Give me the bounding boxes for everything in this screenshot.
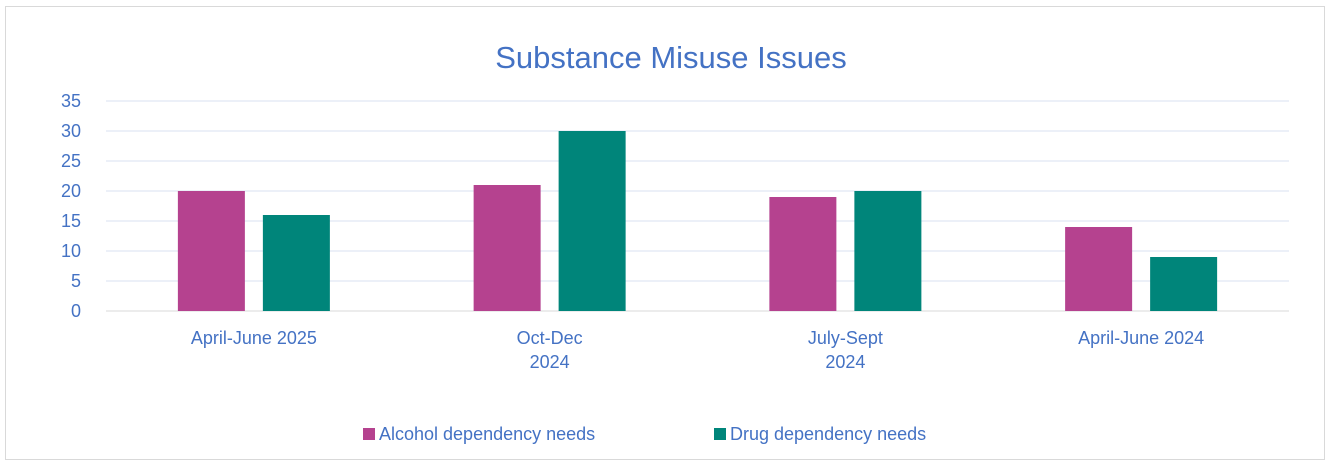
y-tick-label: 10 — [61, 241, 81, 261]
y-tick-label: 20 — [61, 181, 81, 201]
legend-item: Alcohol dependency needs — [363, 424, 595, 444]
bar-alcohol — [1065, 227, 1133, 311]
y-tick-label: 5 — [71, 271, 81, 291]
bars — [177, 131, 1218, 311]
y-tick-label: 0 — [71, 301, 81, 321]
x-category-label: July-Sept 2024 — [808, 328, 883, 372]
y-tick-label: 35 — [61, 91, 81, 111]
y-tick-label: 25 — [61, 151, 81, 171]
bar-alcohol — [177, 191, 245, 311]
x-category-label: April-June 2025 — [191, 328, 317, 348]
y-tick-label: 30 — [61, 121, 81, 141]
y-tick-label: 15 — [61, 211, 81, 231]
legend: Alcohol dependency needs Drug dependency … — [363, 424, 926, 444]
x-category-label: April-June 2024 — [1078, 328, 1204, 348]
bar-drug — [854, 191, 922, 311]
bar-drug — [558, 131, 626, 311]
legend-swatch — [714, 428, 726, 440]
legend-item: Drug dependency needs — [714, 424, 926, 444]
x-axis-categories: April-June 2025 Oct-Dec 2024 July-Sept 2024 A… — [191, 328, 1204, 372]
legend-label: Alcohol dependency needs — [379, 424, 595, 444]
bar-chart: Substance Misuse Issues 0 5 10 15 20 25 30 35 A… — [61, 40, 1289, 444]
x-category-label: Oct-Dec 2024 — [517, 328, 583, 372]
y-axis-ticks: 0 5 10 15 20 25 30 35 — [61, 91, 81, 321]
legend-swatch — [363, 428, 375, 440]
bar-alcohol — [769, 197, 837, 311]
legend-label: Drug dependency needs — [730, 424, 926, 444]
bar-drug — [1150, 257, 1218, 311]
chart-title: Substance Misuse Issues — [495, 40, 847, 75]
chart-frame: Substance Misuse Issues 0 5 10 15 20 25 30 35 A… — [5, 6, 1325, 460]
bar-drug — [262, 215, 330, 311]
bar-alcohol — [473, 185, 541, 311]
